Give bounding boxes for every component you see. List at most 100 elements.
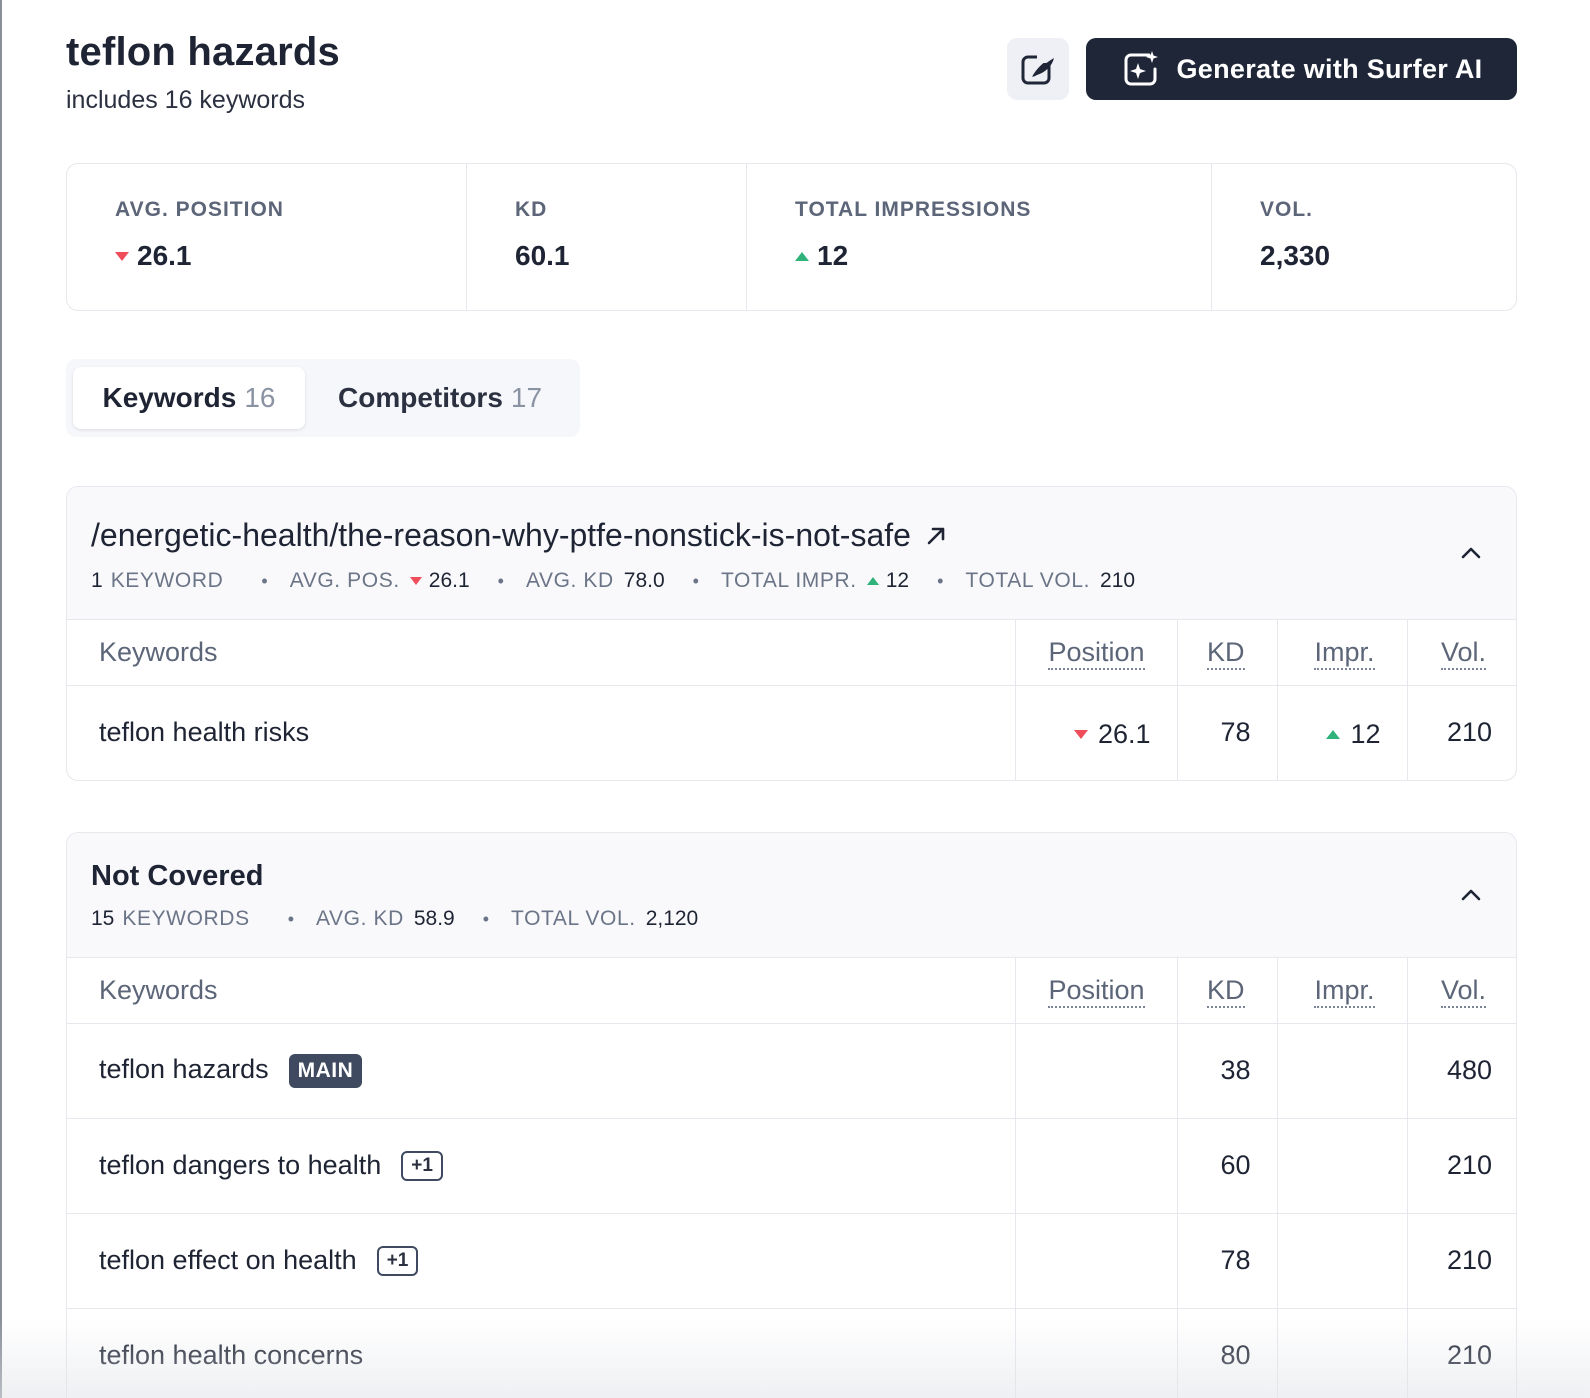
column-header-position[interactable]: Position — [1015, 958, 1178, 1024]
page-subtitle: includes 16 keywords — [66, 86, 306, 114]
keyword-cell: teflon health concerns — [67, 1308, 1016, 1398]
kd-cell: 78 — [1177, 685, 1278, 780]
edit-content-button[interactable] — [1007, 38, 1069, 100]
group-header[interactable]: Not Covered 15 KEYWORDS • AVG. KD 58.9 •… — [67, 833, 1516, 958]
column-header-vol[interactable]: Vol. — [1407, 620, 1516, 686]
meta-keyword-label: KEYWORDS — [122, 907, 250, 930]
kd-cell: 38 — [1177, 1023, 1278, 1119]
vol-cell: 210 — [1407, 1118, 1516, 1214]
vol-cell: 210 — [1407, 1213, 1516, 1309]
trend-down-icon — [115, 251, 129, 261]
kd-cell: 60 — [1177, 1118, 1278, 1214]
meta-separator: • — [937, 570, 944, 591]
meta-avg-kd: 78.0 — [623, 569, 665, 592]
meta-keyword-count: 15 — [91, 907, 115, 930]
vol-cell: 480 — [1407, 1023, 1516, 1119]
stat-label: TOTAL IMPRESSIONS — [795, 198, 1032, 221]
impr-cell — [1277, 1308, 1408, 1398]
column-header-impr[interactable]: Impr. — [1277, 958, 1408, 1024]
stat-vol: VOL. 2,330 — [1212, 164, 1516, 310]
meta-total-vol: 210 — [1100, 569, 1136, 592]
tab-keywords[interactable]: Keywords 16 — [73, 367, 305, 429]
table-header-row: Keywords Position KD Impr. Vol. — [67, 958, 1516, 1024]
stat-avg-position: AVG. POSITION 26.1 — [67, 164, 467, 310]
meta-total-vol: 2,120 — [645, 907, 699, 930]
table-row[interactable]: teflon dangers to health +1 60 210 — [67, 1118, 1516, 1214]
keyword-cell: teflon dangers to health +1 — [67, 1118, 1016, 1214]
group-header[interactable]: /energetic-health/the-reason-why-ptfe-no… — [67, 487, 1516, 620]
table-row[interactable]: teflon hazards MAIN 38 480 — [67, 1023, 1516, 1119]
trend-up-icon — [795, 251, 809, 261]
meta-separator: • — [482, 908, 490, 929]
group-meta: 1 KEYWORD • AVG. POS. 26.1 • AVG. KD 78.… — [91, 569, 1135, 593]
stat-value: 26.1 — [137, 240, 192, 271]
column-header-keywords: Keywords — [67, 958, 1016, 1024]
position-cell: 26.1 — [1015, 685, 1178, 780]
meta-separator: • — [287, 908, 294, 929]
stat-total-impressions: TOTAL IMPRESSIONS 12 — [747, 164, 1212, 310]
main-keyword-badge: MAIN — [288, 1053, 363, 1088]
stat-kd: KD 60.1 — [467, 164, 747, 310]
column-header-keywords: Keywords — [67, 620, 1016, 686]
url-keyword-group: /energetic-health/the-reason-why-ptfe-no… — [66, 486, 1517, 781]
not-covered-group: Not Covered 15 KEYWORDS • AVG. KD 58.9 •… — [66, 832, 1517, 1398]
meta-total-vol-label: TOTAL VOL. — [511, 907, 636, 930]
external-link-icon[interactable] — [925, 525, 947, 547]
meta-avg-kd-label: AVG. KD — [525, 569, 614, 592]
meta-total-impr: 12 — [885, 569, 910, 592]
stat-value: 12 — [817, 240, 849, 271]
group-url-title[interactable]: /energetic-health/the-reason-why-ptfe-no… — [91, 517, 911, 553]
impr-cell — [1277, 1213, 1408, 1309]
meta-total-vol-label: TOTAL VOL. — [965, 569, 1091, 592]
ai-sparkle-icon — [1124, 51, 1158, 86]
table-row[interactable]: teflon health concerns 80 210 — [67, 1308, 1516, 1398]
keyword-table: Keywords Position KD Impr. Vol. teflon h… — [67, 620, 1516, 780]
chevron-up-icon[interactable] — [1458, 882, 1484, 908]
meta-total-impr-label: TOTAL IMPR. — [720, 569, 857, 592]
meta-separator: • — [261, 570, 268, 591]
stat-value: 60.1 — [515, 240, 570, 271]
tab-competitors[interactable]: Competitors 17 — [338, 367, 542, 429]
stat-label: VOL. — [1260, 198, 1314, 221]
tab-count: 16 — [244, 382, 276, 413]
meta-avg-pos-label: AVG. POS. — [289, 569, 400, 592]
table-row[interactable]: teflon health risks 26.1 78 12 210 — [67, 685, 1516, 780]
meta-avg-pos: 26.1 — [428, 569, 470, 592]
column-header-kd[interactable]: KD — [1177, 958, 1278, 1024]
tab-count: 17 — [510, 382, 543, 413]
table-header-row: Keywords Position KD Impr. Vol. — [67, 620, 1516, 686]
group-title: Not Covered — [91, 860, 264, 892]
trend-up-icon — [1326, 730, 1341, 740]
position-cell — [1015, 1213, 1178, 1309]
meta-separator: • — [497, 570, 504, 591]
meta-keyword-label: KEYWORD — [110, 569, 224, 592]
stat-label: KD — [515, 198, 548, 221]
column-header-impr[interactable]: Impr. — [1277, 620, 1408, 686]
generate-with-surfer-ai-button[interactable]: Generate with Surfer AI — [1086, 38, 1517, 100]
chevron-up-icon[interactable] — [1458, 540, 1484, 566]
keyword-cell: teflon health risks — [67, 685, 1016, 780]
variants-badge[interactable]: +1 — [401, 1151, 443, 1182]
trend-up-icon — [866, 577, 879, 585]
tab-label: Competitors — [338, 382, 503, 413]
column-header-vol[interactable]: Vol. — [1407, 958, 1516, 1024]
keyword-table: Keywords Position KD Impr. Vol. teflon h… — [67, 958, 1516, 1398]
column-header-position[interactable]: Position — [1015, 620, 1178, 686]
stat-label: AVG. POSITION — [115, 198, 284, 221]
vol-cell: 210 — [1407, 1308, 1516, 1398]
edit-sparkle-icon — [1021, 53, 1057, 85]
meta-keyword-count: 1 — [91, 569, 103, 592]
keyword-cell: teflon effect on health +1 — [67, 1213, 1016, 1309]
meta-avg-kd-label: AVG. KD — [316, 907, 404, 930]
column-header-kd[interactable]: KD — [1177, 620, 1278, 686]
impr-cell: 12 — [1277, 685, 1408, 780]
vol-cell: 210 — [1446, 717, 1492, 748]
meta-avg-kd: 58.9 — [413, 907, 455, 930]
tab-bar: Keywords 16 Competitors 17 — [66, 359, 580, 437]
position-cell — [1015, 1023, 1178, 1119]
table-row[interactable]: teflon effect on health +1 78 210 — [67, 1213, 1516, 1309]
group-meta: 15 KEYWORDS • AVG. KD 58.9 • TOTAL VOL. … — [91, 907, 698, 931]
variants-badge[interactable]: +1 — [376, 1246, 419, 1277]
trend-down-icon — [409, 577, 422, 585]
trend-down-icon — [1073, 730, 1088, 740]
